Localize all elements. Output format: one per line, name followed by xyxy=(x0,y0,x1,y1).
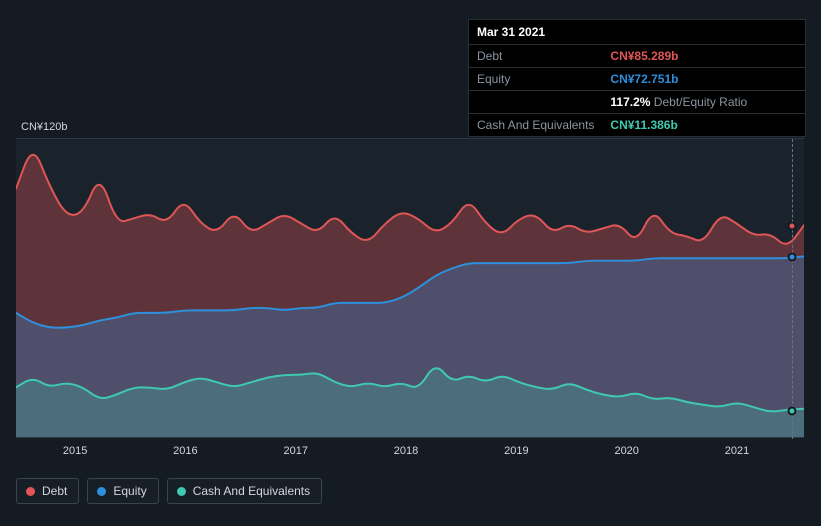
tooltip-row-value: CN¥72.751b xyxy=(602,68,805,91)
crosshair-line xyxy=(792,139,793,439)
crosshair-marker xyxy=(788,406,797,415)
y-axis-max-label: CN¥120b xyxy=(21,121,67,133)
tooltip-row-label: Cash And Equivalents xyxy=(469,114,602,137)
legend-swatch xyxy=(97,487,106,496)
legend-label: Debt xyxy=(42,484,67,498)
chart-legend: Debt Equity Cash And Equivalents xyxy=(16,478,322,504)
legend-label: Cash And Equivalents xyxy=(193,484,310,498)
x-axis-label: 2019 xyxy=(504,445,528,457)
x-axis-label: 2015 xyxy=(63,445,87,457)
x-axis-label: 2016 xyxy=(173,445,197,457)
x-axis-label: 2020 xyxy=(614,445,638,457)
legend-swatch xyxy=(177,487,186,496)
tooltip-date: Mar 31 2021 xyxy=(469,20,805,45)
tooltip-table: Debt CN¥85.289b Equity CN¥72.751b 117.2%… xyxy=(469,45,805,136)
tooltip-row-ratio: 117.2% Debt/Equity Ratio xyxy=(602,91,805,114)
chart-tooltip: Mar 31 2021 Debt CN¥85.289b Equity CN¥72… xyxy=(468,19,806,137)
tooltip-row-value: CN¥85.289b xyxy=(602,45,805,68)
x-axis-label: 2018 xyxy=(394,445,418,457)
legend-item-equity[interactable]: Equity xyxy=(87,478,158,504)
tooltip-row-label: Debt xyxy=(469,45,602,68)
crosshair-marker xyxy=(788,253,797,262)
area-chart[interactable] xyxy=(16,138,804,438)
legend-label: Equity xyxy=(113,484,146,498)
chart-svg xyxy=(16,139,804,437)
legend-item-cash[interactable]: Cash And Equivalents xyxy=(167,478,322,504)
x-axis: 2015 2016 2017 2018 2019 2020 2021 xyxy=(0,445,821,465)
tooltip-row-label: Equity xyxy=(469,68,602,91)
x-axis-label: 2021 xyxy=(725,445,749,457)
x-axis-label: 2017 xyxy=(283,445,307,457)
legend-swatch xyxy=(26,487,35,496)
tooltip-row-value: CN¥11.386b xyxy=(602,114,805,137)
crosshair-marker xyxy=(788,221,797,230)
tooltip-row-label xyxy=(469,91,602,114)
legend-item-debt[interactable]: Debt xyxy=(16,478,79,504)
